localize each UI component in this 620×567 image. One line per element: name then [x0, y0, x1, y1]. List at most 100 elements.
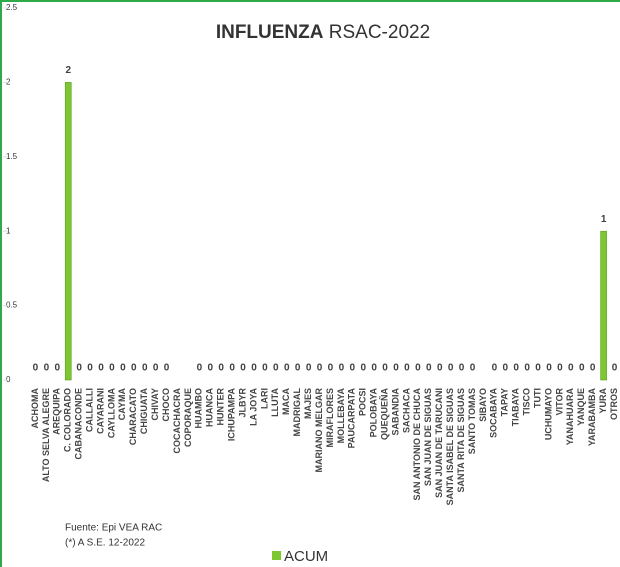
legend-swatch: [272, 551, 281, 560]
x-tick-label: MAJES: [303, 388, 313, 419]
x-tick-label: LARI: [259, 388, 269, 409]
bar: [600, 230, 607, 381]
x-tick-label: CALLALLI: [84, 388, 94, 432]
value-label: 0: [153, 363, 159, 374]
title-bold: INFLUENZA: [216, 22, 324, 43]
x-tick-label: VITOR: [554, 388, 564, 416]
x-tick-label: UCHUMAYO: [543, 388, 553, 440]
y-tick-label: 0.5: [6, 301, 18, 310]
value-label: 0: [229, 363, 235, 374]
x-tick-label: CHARACATO: [128, 388, 138, 445]
x-tick-label: SAN JUAN DE SIGUAS: [423, 388, 433, 486]
x-tick-label: SACHACA: [401, 387, 411, 433]
y-tick-label: 2: [6, 78, 11, 87]
value-label: 0: [393, 363, 399, 374]
x-tick-label: CHOCO: [161, 388, 171, 422]
x-tick-label: JLBYR: [237, 388, 247, 418]
x-tick-label: YURA: [598, 388, 608, 414]
x-tick-label: ICHUPAMPA: [227, 388, 237, 442]
value-label: 0: [273, 363, 279, 374]
value-label: 0: [502, 363, 508, 374]
source-note: Fuente: Epi VEA RAC: [65, 523, 162, 534]
x-tick-label: CHIGUATA: [139, 388, 149, 435]
x-tick-label: QUEQUEÑA: [379, 388, 389, 441]
value-label: 0: [87, 363, 93, 374]
x-tick-label: POCSI: [358, 388, 368, 416]
x-tick-label: LLUTA: [270, 388, 280, 417]
x-tick-label: MARIANO MELGAR: [314, 388, 324, 473]
value-label: 0: [142, 363, 148, 374]
date-note: (*) A S.E. 12-2022: [65, 538, 145, 549]
x-tick-label: SABANDIA: [390, 388, 400, 436]
value-label: 0: [492, 363, 498, 374]
value-label: 0: [33, 363, 39, 374]
value-label: 0: [415, 363, 421, 374]
x-tick-label: MIRAFLORES: [325, 388, 335, 448]
y-tick-label: 0: [6, 375, 11, 384]
value-label: 0: [109, 363, 115, 374]
x-tick-label: TUTI: [532, 388, 542, 408]
y-tick-label: 2.5: [6, 3, 18, 12]
x-tick-label: HUNTER: [216, 388, 226, 426]
x-tick-label: SAN JUAN DE TARUCANI: [434, 388, 444, 498]
x-tick-label: CABANACONDE: [74, 388, 84, 460]
x-tick-label: SAN ANTONIO DE CHUCA: [412, 388, 422, 501]
value-label: 0: [371, 363, 377, 374]
title-regular: RSAC-2022: [329, 22, 430, 43]
x-tick-label: COPORAQUE: [183, 388, 193, 447]
value-label: 0: [612, 363, 618, 374]
x-tick-label: HUAMBO: [194, 388, 204, 429]
value-label: 0: [295, 363, 301, 374]
value-label: 0: [44, 363, 50, 374]
value-label: 0: [360, 363, 366, 374]
x-tick-label: YARABAMBA: [587, 388, 597, 447]
value-label: 0: [164, 363, 170, 374]
x-tick-label: LA JOYA: [248, 388, 258, 426]
value-label: 0: [284, 363, 290, 374]
value-label: 0: [437, 363, 443, 374]
value-label: 0: [459, 363, 465, 374]
legend-label: ACUM: [284, 548, 328, 565]
x-tick-label: HUANCA: [205, 388, 215, 427]
x-tick-label: SANTO TOMAS: [467, 388, 477, 454]
x-tick-label: SIBAYO: [478, 388, 488, 422]
x-tick-label: CAYMA: [117, 388, 127, 421]
value-label: 0: [339, 363, 345, 374]
value-label: 0: [590, 363, 596, 374]
value-label: 0: [382, 363, 388, 374]
x-tick-label: YANQUE: [576, 388, 586, 426]
x-tick-label: SOCABAYA: [489, 388, 499, 438]
value-label: 0: [404, 363, 410, 374]
x-tick-label: YANAHUARA: [565, 388, 575, 446]
x-tick-label: TIABAYA: [511, 388, 521, 427]
value-label: 0: [568, 363, 574, 374]
x-tick-label: MOLLEBAYA: [336, 388, 346, 444]
x-tick-label: SANTA RITA DE SIGUAS: [456, 388, 466, 493]
value-label: 0: [218, 363, 224, 374]
value-label: 0: [579, 363, 585, 374]
value-label: 0: [546, 363, 552, 374]
value-label: 0: [76, 363, 82, 374]
x-tick-label: CAYLLOMA: [106, 388, 116, 439]
x-tick-label: AREQUIPA: [52, 388, 62, 435]
x-tick-label: MACA: [281, 388, 291, 415]
x-tick-label: ALTO SELVA ALEGRE: [41, 388, 51, 482]
value-label: 0: [240, 363, 246, 374]
x-tick-label: TAPAY: [500, 388, 510, 416]
x-tick-label: TISCO: [522, 388, 532, 416]
x-tick-label: OTROS: [609, 388, 619, 420]
value-label: 0: [470, 363, 476, 374]
value-label: 0: [448, 363, 454, 374]
x-tick-label: SANTA ISABEL DE SIGUAS: [445, 388, 455, 505]
value-label: 0: [131, 363, 137, 374]
x-tick-label: CAYARANI: [95, 388, 105, 434]
value-label: 0: [207, 363, 213, 374]
value-label: 0: [557, 363, 563, 374]
y-tick-label: 1: [6, 226, 11, 235]
x-tick-label: ACHOMA: [30, 388, 40, 429]
value-label: 2: [65, 65, 71, 76]
value-label: 1: [601, 214, 607, 225]
value-label: 0: [306, 363, 312, 374]
value-label: 0: [262, 363, 268, 374]
